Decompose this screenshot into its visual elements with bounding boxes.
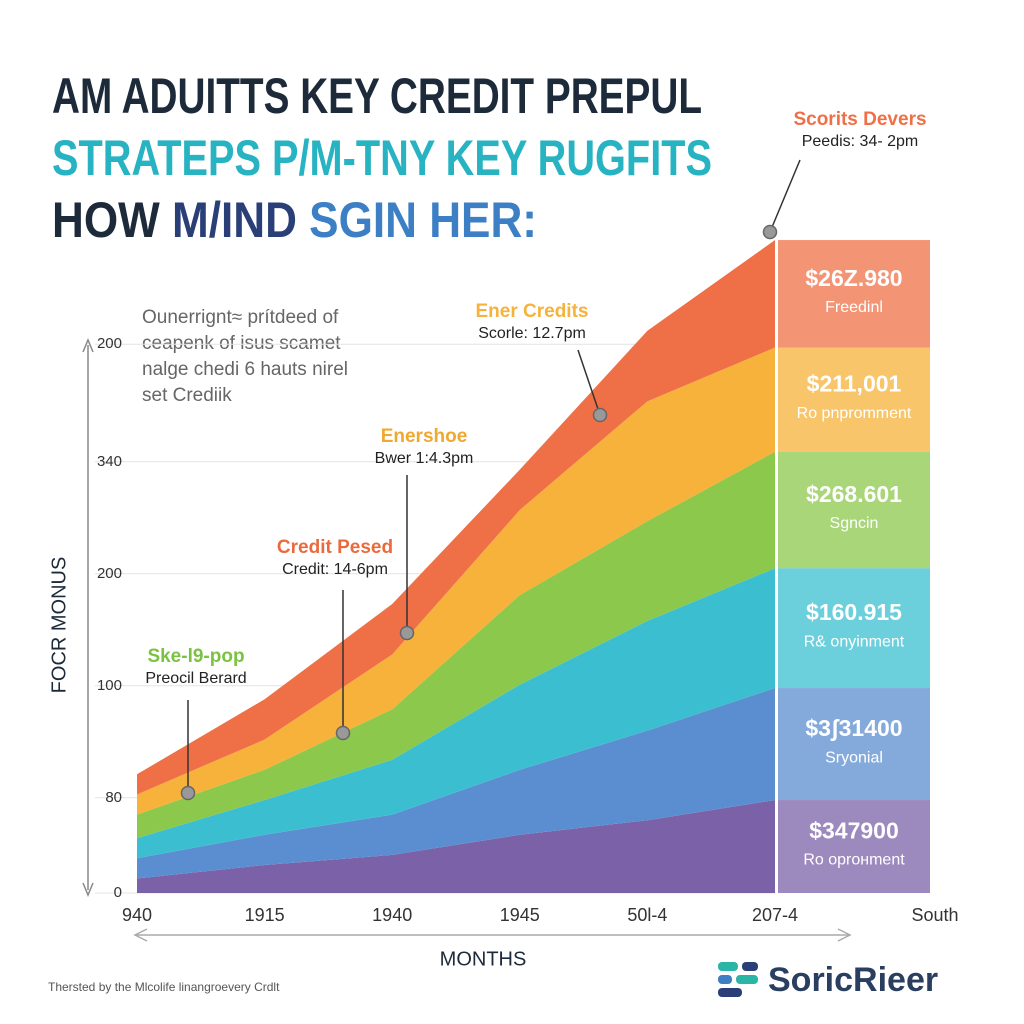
logo-piece [742, 962, 758, 971]
note-line: nalge chedi 6 hauts nirel [142, 359, 348, 380]
title-segment: AM ADUITTS KEY CREDIT PREPUL [52, 68, 702, 124]
annotation-dot [335, 725, 351, 741]
legend-label: Sryonial [825, 749, 883, 766]
area [137, 240, 775, 795]
area [137, 800, 775, 893]
footer: Thersted by the Mlcolife linangroevery C… [48, 980, 280, 994]
x-tick-label: 50l-4 [627, 905, 667, 925]
annotation-text: Peedis: 34- 2pm [802, 133, 919, 150]
panel-box [778, 451, 930, 569]
y-axis-arrows [82, 338, 94, 897]
title-segment: HOW [52, 192, 172, 248]
annotation-text: Bwer 1:4.3pm [375, 450, 474, 467]
panel-amount: $347900 [809, 818, 899, 844]
logo-text: SoricRieer [768, 961, 938, 999]
annotation-text: Credit: 14-6pm [282, 561, 388, 578]
legend-label: Freedinl [825, 299, 883, 316]
y-tick-label: 200 [97, 335, 122, 352]
annotation-text: Preocil Berard [145, 670, 246, 687]
panel-box [778, 568, 930, 689]
logo-piece [718, 975, 732, 984]
annotation-title: Credit Pesed [277, 537, 393, 558]
title-segment: M/IND [172, 192, 309, 248]
note-line: ceapenk of isus scamet [142, 333, 341, 354]
annotation-title: Ener Credits [476, 301, 589, 322]
x-tick-label: 1915 [245, 905, 285, 925]
note: Ounerrignt≈ prítdeed of ceapenk of isus s… [142, 307, 348, 406]
annotation-title: Enershoe [381, 426, 468, 447]
x-tick-label: 1940 [372, 905, 412, 925]
x-end-label: South [911, 905, 958, 925]
annotation-leader [577, 349, 601, 416]
annotation-title: Ske-l9-pop [147, 646, 244, 667]
logo-piece [736, 975, 758, 984]
annotation-dot [762, 224, 778, 240]
note-line: set Crediik [142, 385, 232, 406]
panel-amount: $268.601 [806, 481, 902, 507]
y-tick-label: 200 [97, 565, 122, 582]
annotation-leader [769, 159, 801, 233]
title-line: STRATEPS P/M-TNY KEY RUGFITS [52, 130, 712, 186]
logo-piece [718, 988, 742, 997]
legend-label: Sgncin [830, 515, 879, 532]
legend-label: R& onyinment [804, 633, 905, 650]
annotation-dot [180, 785, 196, 801]
panel-box [778, 800, 930, 893]
area [137, 451, 775, 839]
panel-box [778, 240, 930, 348]
area [137, 568, 775, 859]
y-tick-label: 340 [97, 453, 122, 470]
logo-piece [718, 962, 738, 971]
x-axis-arrows [133, 928, 852, 942]
title: AM ADUITTS KEY CREDIT PREPUL STRATEPS P/M… [52, 68, 712, 248]
title-line: HOW M/IND SGIN HER: [52, 192, 537, 248]
y-tick-label: 80 [105, 789, 122, 806]
logo-icon [718, 962, 758, 997]
y-tick-label: 0 [114, 884, 122, 901]
panel-amount: $3ʃ31400 [805, 715, 902, 741]
x-axis-label: MONTHS [440, 948, 527, 970]
title-segment: STRATEPS P/M-TNY KEY RUGFITS [52, 130, 712, 186]
panel-amount: $211,001 [807, 371, 902, 397]
legend-label: Ro oprонment [803, 852, 905, 869]
area [137, 688, 775, 879]
title-line: AM ADUITTS KEY CREDIT PREPUL [52, 68, 702, 124]
panel-amount: $26Z.980 [805, 265, 902, 291]
annotation-title: Scorits Devers [793, 109, 926, 130]
legend-label: Ro pnpromment [797, 405, 912, 422]
annotation-dot [399, 625, 415, 641]
x-tick-label: 940 [122, 905, 152, 925]
title-segment: SGIN HER: [309, 192, 537, 248]
annotation-dot [592, 407, 608, 423]
area [137, 347, 775, 815]
panel-amount: $160.915 [806, 599, 902, 625]
panel-box [778, 688, 930, 801]
y-axis-label: FOCR MONUS [48, 557, 70, 694]
note-line: Ounerrignt≈ prítdeed of [142, 307, 339, 328]
annotation-text: Scorle: 12.7pm [478, 325, 586, 342]
x-tick-label: 207-4 [752, 905, 798, 925]
y-tick-label: 100 [97, 677, 122, 694]
panel-box [778, 347, 930, 452]
x-tick-label: 1945 [500, 905, 540, 925]
